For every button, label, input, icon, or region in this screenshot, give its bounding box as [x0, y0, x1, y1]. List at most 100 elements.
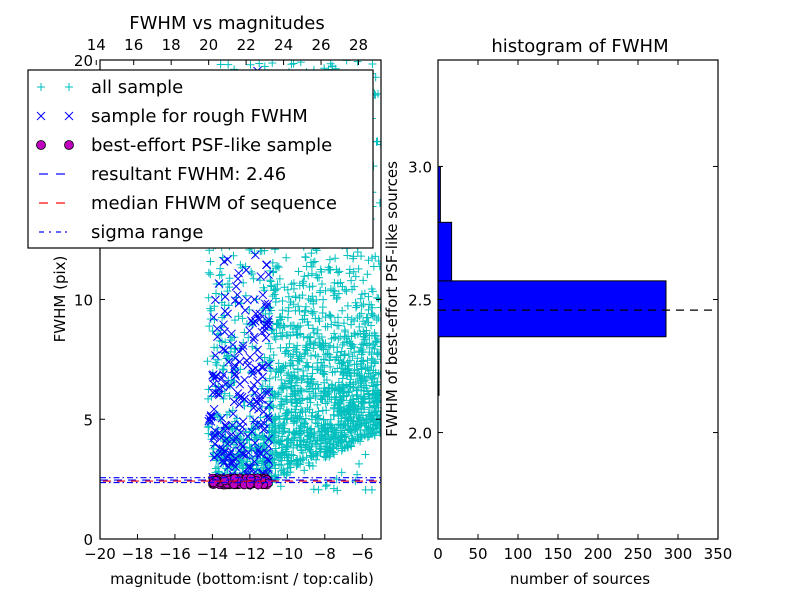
- all-sample-point: [343, 313, 352, 322]
- all-sample-point: [320, 367, 329, 376]
- all-sample-point: [351, 272, 360, 281]
- all-sample-point: [242, 320, 251, 329]
- all-sample-point: [290, 391, 299, 400]
- circle-marker-icon: [36, 140, 74, 150]
- all-sample-point: [274, 368, 283, 377]
- rough-sample-point: [264, 315, 273, 324]
- all-sample-point: [249, 424, 258, 433]
- all-sample-point: [277, 375, 286, 384]
- rough-sample-point: [209, 312, 218, 322]
- all-sample-point: [289, 413, 298, 422]
- all-sample-point: [348, 352, 357, 361]
- y-tick-label: 10: [74, 292, 93, 310]
- rough-sample-point: [228, 409, 238, 419]
- all-sample-point: [336, 351, 345, 360]
- all-sample-point: [239, 278, 248, 287]
- all-sample-point: [333, 321, 342, 330]
- all-sample-point: [373, 398, 381, 407]
- scatter-top-ticks: 14 16 18 20 22 24 26 28: [87, 36, 368, 65]
- rough-sample-point: [211, 351, 220, 360]
- rough-sample-point: [239, 450, 248, 459]
- all-sample-point: [325, 356, 334, 365]
- all-sample-point: [282, 331, 291, 340]
- rough-sample-point: [262, 260, 271, 270]
- rough-sample-point: [230, 369, 240, 379]
- rough-sample-point: [230, 296, 240, 305]
- all-sample-point: [296, 429, 305, 438]
- top-x-tick-label: 20: [199, 36, 218, 54]
- all-sample-point: [308, 324, 317, 333]
- all-sample-point: [321, 399, 330, 408]
- all-sample-point: [309, 307, 318, 316]
- all-sample-point: [282, 415, 291, 424]
- all-sample-point: [343, 361, 352, 370]
- all-sample-point: [276, 343, 285, 352]
- rough-sample-point: [255, 353, 264, 362]
- all-sample-point: [328, 368, 337, 377]
- all-sample-point: [272, 449, 281, 458]
- all-sample-point: [271, 464, 280, 473]
- rough-sample-point: [241, 265, 251, 275]
- all-sample-point: [307, 375, 316, 384]
- all-sample-point: [285, 374, 294, 383]
- all-sample-point: [367, 409, 376, 418]
- rough-sample-point: [227, 329, 236, 339]
- all-sample-point: [353, 354, 362, 363]
- rough-sample-point: [250, 457, 259, 466]
- all-sample-point: [329, 484, 338, 493]
- all-sample-point: [340, 387, 349, 396]
- all-sample-point: [367, 485, 376, 494]
- all-sample-point: [306, 398, 315, 407]
- all-sample-point: [289, 443, 298, 452]
- all-sample-point: [323, 419, 332, 428]
- all-sample-point: [374, 396, 381, 405]
- rough-sample-point: [209, 370, 218, 379]
- all-sample-point: [329, 291, 338, 300]
- all-sample-point: [260, 62, 269, 71]
- all-sample-point: [329, 404, 338, 413]
- all-sample-point: [280, 323, 289, 332]
- rough-sample-point: [212, 324, 222, 334]
- all-sample-point: [265, 354, 274, 363]
- all-sample-point: [306, 451, 315, 460]
- all-sample-point: [261, 376, 270, 385]
- all-sample-point: [298, 315, 307, 324]
- all-sample-point: [304, 271, 313, 280]
- all-sample-point: [297, 354, 306, 363]
- all-sample-point: [357, 397, 366, 406]
- all-sample-point: [209, 448, 218, 457]
- all-sample-point: [216, 60, 225, 69]
- all-sample-point: [278, 312, 287, 321]
- all-sample-point: [357, 290, 366, 299]
- all-sample-point: [260, 353, 269, 362]
- all-sample-point: [312, 455, 321, 464]
- all-sample-point: [374, 257, 381, 266]
- x-tick-label: 50: [468, 545, 487, 563]
- all-sample-point: [325, 393, 334, 402]
- all-sample-point: [303, 358, 312, 367]
- all-sample-point: [307, 269, 316, 278]
- rough-sample-point: [263, 299, 273, 309]
- all-sample-point: [284, 292, 293, 301]
- all-sample-point: [356, 294, 365, 303]
- rough-sample-point: [251, 309, 261, 319]
- all-sample-point: [332, 475, 341, 484]
- all-sample-point: [351, 378, 360, 387]
- all-sample-point: [290, 371, 299, 380]
- all-sample-point: [364, 292, 373, 301]
- all-sample-point: [291, 408, 300, 417]
- all-sample-point: [294, 267, 303, 276]
- all-sample-point: [293, 330, 302, 339]
- all-sample-point: [321, 350, 330, 359]
- all-sample-point: [321, 445, 330, 454]
- rough-sample-point: [228, 340, 238, 350]
- rough-sample-point: [208, 388, 218, 398]
- all-sample-point: [330, 287, 339, 296]
- y-tick-label: 20: [74, 52, 93, 70]
- all-sample-point: [293, 323, 302, 332]
- all-sample-point: [321, 453, 330, 462]
- rough-sample-point: [257, 362, 266, 372]
- all-sample-point: [340, 326, 349, 335]
- all-sample-point: [269, 286, 278, 295]
- all-sample-point: [355, 347, 364, 356]
